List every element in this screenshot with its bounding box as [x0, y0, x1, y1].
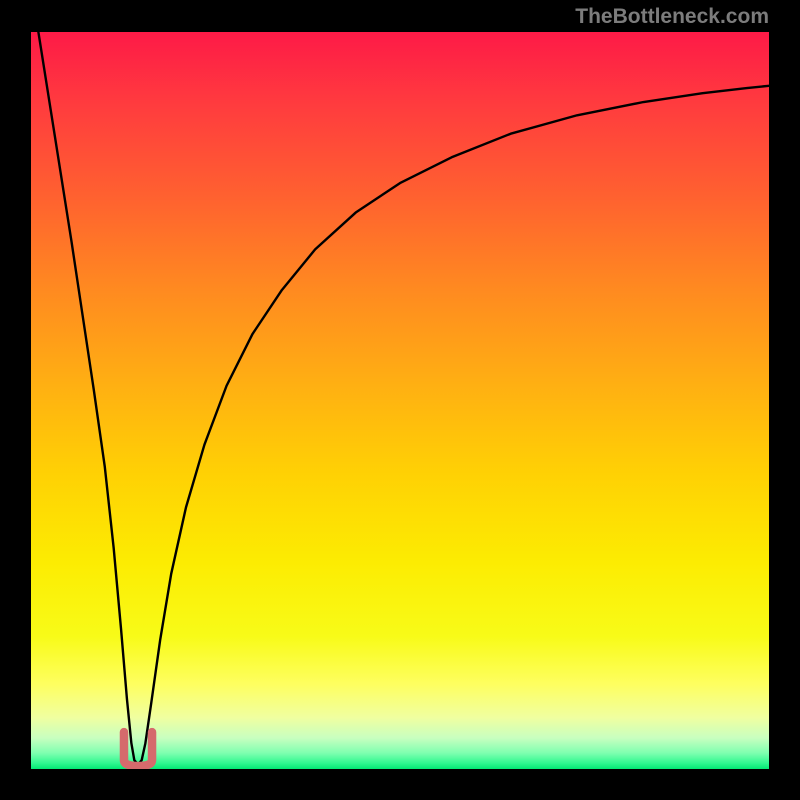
bottleneck-curve — [38, 32, 769, 765]
plot-area — [31, 32, 769, 769]
chart-frame: TheBottleneck.com — [0, 0, 800, 800]
curve-layer — [31, 32, 769, 769]
optimum-marker — [124, 732, 152, 766]
watermark-text: TheBottleneck.com — [575, 5, 769, 29]
